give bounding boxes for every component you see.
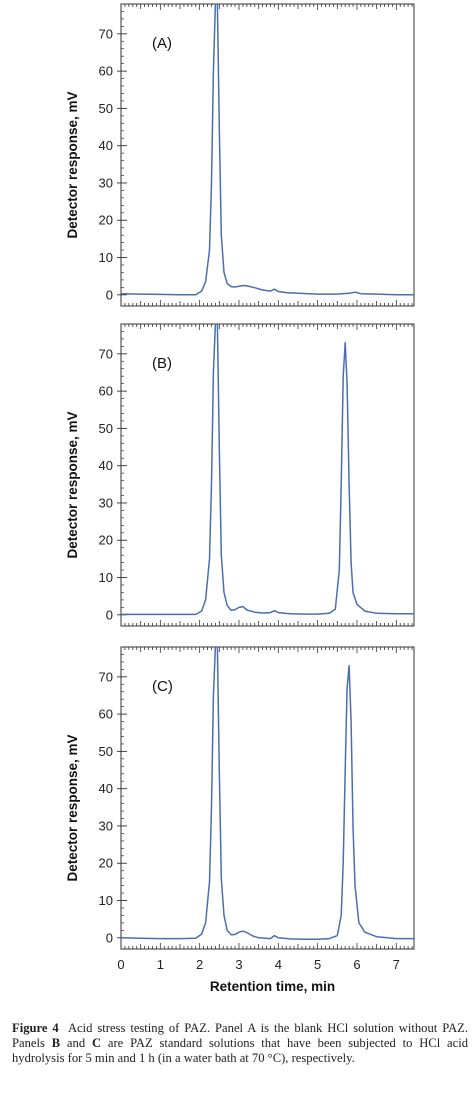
panel-label: (B) <box>152 355 172 372</box>
y-tick-label: 30 <box>99 175 113 190</box>
caption-panel-b: B <box>51 1036 61 1050</box>
plot-frame <box>120 646 415 950</box>
y-tick-label: 40 <box>99 781 113 796</box>
y-tick-label: 0 <box>106 287 113 302</box>
y-tick-label: 70 <box>99 669 113 684</box>
x-tick-label: 4 <box>275 957 282 972</box>
chart-panel-2: 0 10 20 30 40 50 60 70 (B) Detector response, mV <box>65 323 415 627</box>
caption-and: and <box>60 1036 92 1050</box>
y-tick-label: 70 <box>99 26 113 41</box>
y-axis-title: Detector response, mV <box>65 411 80 558</box>
panel-label: (C) <box>152 678 173 695</box>
y-tick-label: 10 <box>99 570 113 585</box>
x-tick-label: 7 <box>393 957 400 972</box>
y-tick-label: 10 <box>99 893 113 908</box>
x-axis-title: Retention time, min <box>210 979 335 994</box>
chromatogram-trace <box>121 324 414 616</box>
y-tick-label: 30 <box>99 495 113 510</box>
y-tick-label: 0 <box>106 607 113 622</box>
panel-label: (A) <box>152 35 172 52</box>
caption-panel-c: C <box>91 1036 102 1050</box>
y-tick-label: 60 <box>99 384 113 399</box>
y-tick-label: 0 <box>106 930 113 945</box>
y-tick-label: 30 <box>99 818 113 833</box>
y-tick-label: 20 <box>99 533 113 548</box>
y-tick-label: 20 <box>99 856 113 871</box>
chromatogram-trace <box>121 647 414 941</box>
caption-text-1: Acid stress testing of PAZ. Panel A is t… <box>12 1021 469 1050</box>
chromatogram-trace <box>121 4 414 296</box>
y-tick-label: 10 <box>99 250 113 265</box>
x-tick-label: 0 <box>117 957 124 972</box>
y-tick-label: 40 <box>99 138 113 153</box>
y-axis-title: Detector response, mV <box>65 734 80 881</box>
y-tick-label: 60 <box>99 64 113 79</box>
caption-text-2: are PAZ standard solutions that have bee… <box>12 1036 468 1065</box>
y-tick-label: 20 <box>99 213 113 228</box>
x-tick-label: 3 <box>235 957 242 972</box>
x-tick-label: 6 <box>353 957 360 972</box>
caption-label: Figure 4 <box>12 1021 59 1035</box>
y-tick-label: 50 <box>99 744 113 759</box>
plot-frame <box>120 3 415 307</box>
x-tick-label: 1 <box>157 957 164 972</box>
plot-frame <box>120 323 415 627</box>
y-axis-title: Detector response, mV <box>65 91 80 238</box>
y-tick-label: 40 <box>99 458 113 473</box>
figure-caption: Figure 4 Acid stress testing of PAZ. Pan… <box>12 1021 468 1066</box>
y-tick-label: 50 <box>99 421 113 436</box>
y-tick-label: 60 <box>99 707 113 722</box>
x-tick-label: 5 <box>314 957 321 972</box>
y-tick-label: 50 <box>99 101 113 116</box>
chart-panel-1: 0 10 20 30 40 50 60 70 (A) Detector response, mV <box>65 3 415 307</box>
x-tick-label: 2 <box>196 957 203 972</box>
chart-panel-3: 0 10 20 30 40 50 60 70 0 1 2 3 4 5 6 7 (C) Detector respo… <box>65 646 415 994</box>
y-tick-label: 70 <box>99 346 113 361</box>
